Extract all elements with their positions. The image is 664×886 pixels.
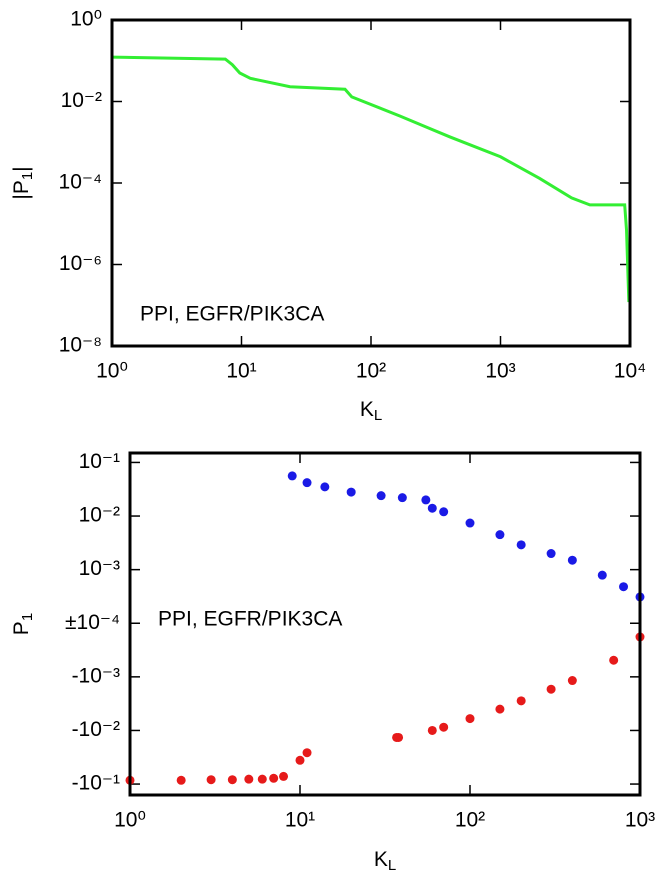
point (546, 549, 556, 559)
axis-label: |P1| (10, 166, 36, 199)
axis-label-sub: L (374, 407, 382, 424)
plot-frame (128, 451, 642, 797)
axis-label-base: P (10, 621, 33, 635)
point (439, 722, 449, 732)
point (320, 482, 330, 492)
point (439, 507, 449, 517)
axis-label-sub: 1 (19, 172, 36, 180)
y-tick-label: 10⁻⁸ (59, 334, 102, 357)
point (244, 774, 254, 784)
axis-label: KL (374, 848, 396, 874)
point (465, 714, 475, 724)
x-tick-label: 10¹ (285, 809, 315, 832)
point (287, 471, 297, 481)
x-tick-label: 10⁰ (114, 809, 146, 832)
point (516, 696, 526, 706)
point (279, 771, 289, 781)
point (302, 478, 312, 488)
point (269, 773, 279, 783)
line (111, 55, 631, 303)
axis-label: P1 (10, 613, 36, 635)
y-tick-label: 10⁻⁴ (59, 171, 102, 194)
point (397, 493, 407, 503)
x-tick-label: 10² (356, 360, 386, 383)
y-tick-label: ±10⁻⁴ (65, 611, 120, 634)
y-tick-label: 10⁰ (70, 8, 102, 31)
y-tick-label: 10⁻³ (79, 557, 120, 580)
axis-label-base: K (360, 398, 374, 421)
point (567, 676, 577, 686)
point (495, 530, 505, 540)
point (302, 748, 312, 758)
point (597, 570, 607, 580)
point (376, 491, 386, 501)
point (609, 655, 619, 665)
point (427, 725, 437, 735)
point (427, 503, 437, 513)
y-tick-label: 10⁻⁶ (59, 252, 102, 275)
x-tick-label: 10⁴ (614, 360, 646, 383)
y-tick-label: 10⁻² (79, 504, 120, 527)
point (421, 495, 431, 505)
point (206, 775, 216, 785)
point (516, 540, 526, 550)
point (546, 684, 556, 694)
annotation: PPI, EGFR/PIK3CA (158, 608, 342, 631)
point (295, 755, 305, 765)
point (495, 704, 505, 714)
point (346, 487, 356, 497)
plot-frame (110, 18, 632, 348)
x-tick-label: 10³ (625, 809, 655, 832)
axis-label-sub: L (388, 857, 396, 874)
x-tick-label: 10² (455, 809, 485, 832)
axis-label-end: | (10, 166, 33, 171)
point (619, 582, 629, 592)
point (567, 555, 577, 565)
y-tick-label: -10⁻² (72, 718, 120, 741)
axis-label-base: K (374, 848, 388, 871)
x-tick-label: 10¹ (226, 360, 256, 383)
y-tick-label: -10⁻³ (72, 664, 120, 687)
annotation: PPI, EGFR/PIK3CA (140, 303, 324, 326)
axis-label-base: |P (10, 180, 33, 199)
point (176, 775, 186, 785)
x-tick-label: 10³ (485, 360, 515, 383)
x-tick-label: 10⁰ (96, 360, 128, 383)
point (257, 774, 267, 784)
point (394, 732, 404, 742)
point (227, 775, 237, 785)
axis-label-sub: 1 (19, 613, 36, 621)
point (465, 518, 475, 528)
y-tick-label: -10⁻¹ (72, 772, 120, 795)
y-tick-label: 10⁻² (61, 89, 102, 112)
axis-label: KL (360, 398, 382, 424)
y-tick-label: 10⁻¹ (79, 450, 120, 473)
